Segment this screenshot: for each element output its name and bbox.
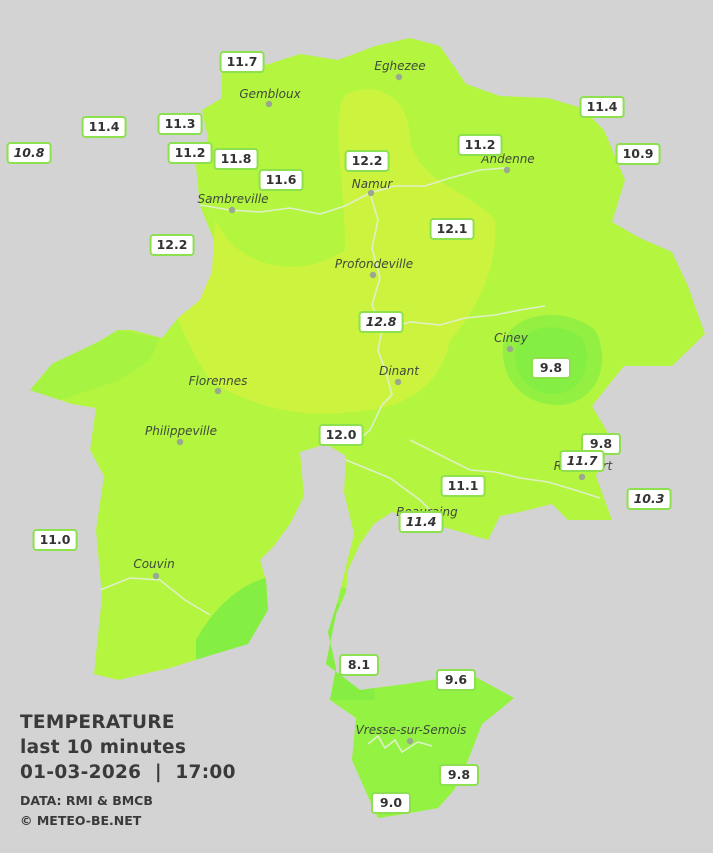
city-gembloux: Gembloux <box>239 87 301 101</box>
city-florennes: Florennes <box>189 374 248 388</box>
station-reading: 8.1 <box>339 654 379 676</box>
city-profondeville: Profondeville <box>335 257 413 271</box>
legend-title: TEMPERATURE <box>20 712 175 733</box>
station-reading: 11.7 <box>559 450 605 472</box>
station-reading: 12.2 <box>149 234 195 256</box>
province-shape <box>30 38 705 818</box>
station-reading: 12.8 <box>358 311 404 333</box>
station-reading: 12.2 <box>344 150 390 172</box>
station-reading: 11.2 <box>167 142 213 164</box>
zone-coldest-semois <box>320 600 375 700</box>
station-reading: 11.4 <box>398 511 444 533</box>
legend-copyright: © METEO-BE.NET <box>20 813 142 828</box>
city-namur: Namur <box>352 177 394 191</box>
map-legend: TEMPERATURE last 10 minutes 01-03-2026 |… <box>20 710 236 831</box>
legend-period: last 10 minutes <box>20 737 187 758</box>
station-reading: 11.8 <box>213 148 259 170</box>
station-reading: 11.1 <box>440 475 486 497</box>
city-philippeville: Philippeville <box>145 424 217 438</box>
city-vresse-sur-semois: Vresse-sur-Semois <box>356 723 467 737</box>
station-reading: 11.0 <box>32 529 78 551</box>
station-reading: 9.8 <box>531 357 571 379</box>
station-reading: 11.3 <box>157 113 203 135</box>
legend-datetime: 01-03-2026 | 17:00 <box>20 762 236 783</box>
station-reading: 11.7 <box>219 51 265 73</box>
station-reading: 11.2 <box>457 134 503 156</box>
rivers <box>99 167 601 754</box>
station-reading: 11.4 <box>579 96 625 118</box>
city-sambreville: Sambreville <box>197 192 268 206</box>
city-eghezee: Eghezee <box>374 59 425 73</box>
city-dinant: Dinant <box>379 364 420 378</box>
station-reading: 9.0 <box>371 792 411 814</box>
station-reading: 12.1 <box>429 218 475 240</box>
station-reading: 9.8 <box>439 764 479 786</box>
station-reading: 10.9 <box>615 143 661 165</box>
station-reading: 11.6 <box>258 169 304 191</box>
station-reading: 10.3 <box>626 488 672 510</box>
station-reading: 10.8 <box>6 142 52 164</box>
station-reading: 11.4 <box>81 116 127 138</box>
legend-source: DATA: RMI & BMCB <box>20 793 153 808</box>
city-ciney: Ciney <box>494 331 529 345</box>
station-reading: 9.6 <box>436 669 476 691</box>
zone-warm <box>178 89 496 414</box>
station-reading: 12.0 <box>318 424 364 446</box>
city-couvin: Couvin <box>133 557 174 571</box>
